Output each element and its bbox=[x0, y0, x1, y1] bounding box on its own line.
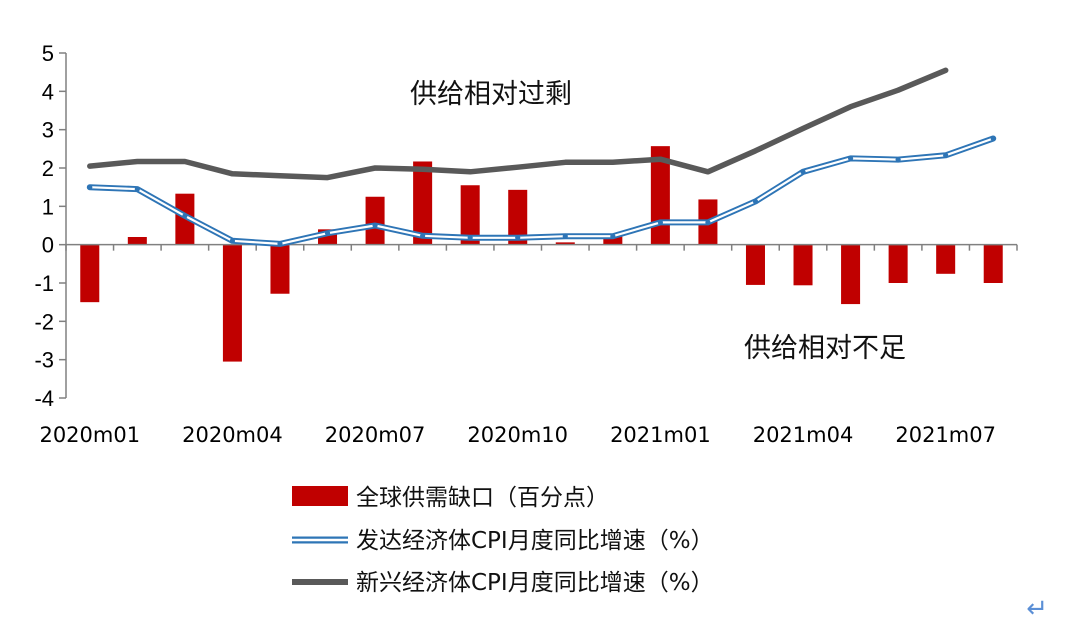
y-tick-label: -4 bbox=[34, 386, 54, 411]
x-tick-label: 2021m04 bbox=[753, 423, 854, 447]
x-tick-label: 2021m01 bbox=[610, 423, 711, 447]
developed-cpi-point bbox=[752, 198, 759, 204]
developed-cpi-point bbox=[847, 155, 854, 162]
developed-cpi-point bbox=[895, 156, 901, 163]
x-tick-label: 2021m07 bbox=[895, 423, 996, 447]
annotation-oversupply: 供给相对过剩 bbox=[410, 79, 572, 110]
return-icon: ↵ bbox=[1026, 594, 1048, 624]
bar bbox=[127, 237, 147, 245]
developed-cpi-point bbox=[467, 235, 473, 241]
legend-label-emerging: 新兴经济体CPI月度同比增速（%） bbox=[356, 570, 714, 596]
bar bbox=[508, 189, 528, 245]
bar bbox=[270, 244, 290, 294]
x-axis: 2020m01 2020m04 2020m07 2020m10 2021m01 2021m… bbox=[39, 423, 996, 447]
developed-cpi-point bbox=[562, 233, 568, 239]
bar bbox=[222, 244, 242, 362]
line-developed-cpi-inner bbox=[88, 137, 995, 245]
developed-cpi-point bbox=[229, 238, 236, 244]
developed-cpi-point bbox=[705, 219, 711, 226]
bar-series-supply-demand-gap bbox=[80, 146, 1003, 362]
legend-label-developed: 发达经济体CPI月度同比增速（%） bbox=[356, 528, 714, 554]
bar bbox=[745, 244, 765, 285]
y-tick-label: -2 bbox=[34, 309, 54, 334]
developed-cpi-point bbox=[87, 184, 93, 190]
line-developed-cpi-outer bbox=[86, 135, 997, 247]
y-tick-label: -3 bbox=[34, 348, 54, 373]
developed-cpi-point bbox=[610, 233, 616, 239]
bar bbox=[603, 235, 623, 245]
y-axis: -4 -3 -2 -1 0 1 2 3 4 5 bbox=[34, 41, 67, 411]
developed-cpi-point bbox=[657, 219, 663, 226]
developed-cpi-point bbox=[372, 222, 378, 229]
bar bbox=[413, 161, 433, 245]
bar bbox=[555, 242, 575, 245]
y-tick-label: -1 bbox=[34, 271, 54, 296]
developed-cpi-point bbox=[134, 186, 140, 192]
annotation-undersupply: 供给相对不足 bbox=[744, 333, 906, 364]
bar bbox=[365, 196, 385, 245]
bar bbox=[80, 244, 100, 303]
developed-cpi-point bbox=[324, 230, 331, 236]
bar bbox=[793, 244, 813, 286]
bar bbox=[841, 244, 861, 305]
y-tick-label: 2 bbox=[42, 156, 54, 181]
y-tick-label: 4 bbox=[42, 79, 54, 104]
developed-cpi-point bbox=[800, 169, 806, 175]
bar bbox=[460, 185, 480, 245]
y-tick-label: 1 bbox=[42, 194, 54, 219]
bar bbox=[936, 244, 956, 274]
y-tick-label: 3 bbox=[42, 118, 54, 143]
legend-label-bar: 全球供需缺口（百分点） bbox=[356, 485, 609, 511]
y-tick-label: 0 bbox=[42, 233, 54, 258]
x-tick-label: 2020m10 bbox=[467, 423, 568, 447]
developed-cpi-point bbox=[515, 235, 521, 241]
y-tick-label: 5 bbox=[42, 41, 54, 66]
bar bbox=[983, 244, 1003, 283]
line-series-group bbox=[86, 67, 997, 247]
line-emerging-cpi bbox=[87, 67, 949, 181]
legend: 全球供需缺口（百分点） 发达经济体CPI月度同比增速（%） 新兴经济体CPI月度… bbox=[292, 485, 714, 596]
bar bbox=[888, 244, 908, 283]
developed-cpi-point bbox=[182, 213, 188, 219]
x-tick-label: 2020m07 bbox=[325, 423, 426, 447]
developed-cpi-point bbox=[277, 241, 283, 247]
legend-swatch-bar bbox=[292, 486, 348, 506]
x-tick-label: 2020m04 bbox=[182, 423, 283, 447]
developed-cpi-point bbox=[420, 233, 426, 239]
developed-cpi-point bbox=[990, 135, 996, 142]
developed-cpi-point bbox=[943, 152, 949, 158]
zero-axis-line bbox=[65, 243, 1018, 251]
x-tick-label: 2020m01 bbox=[39, 423, 140, 447]
